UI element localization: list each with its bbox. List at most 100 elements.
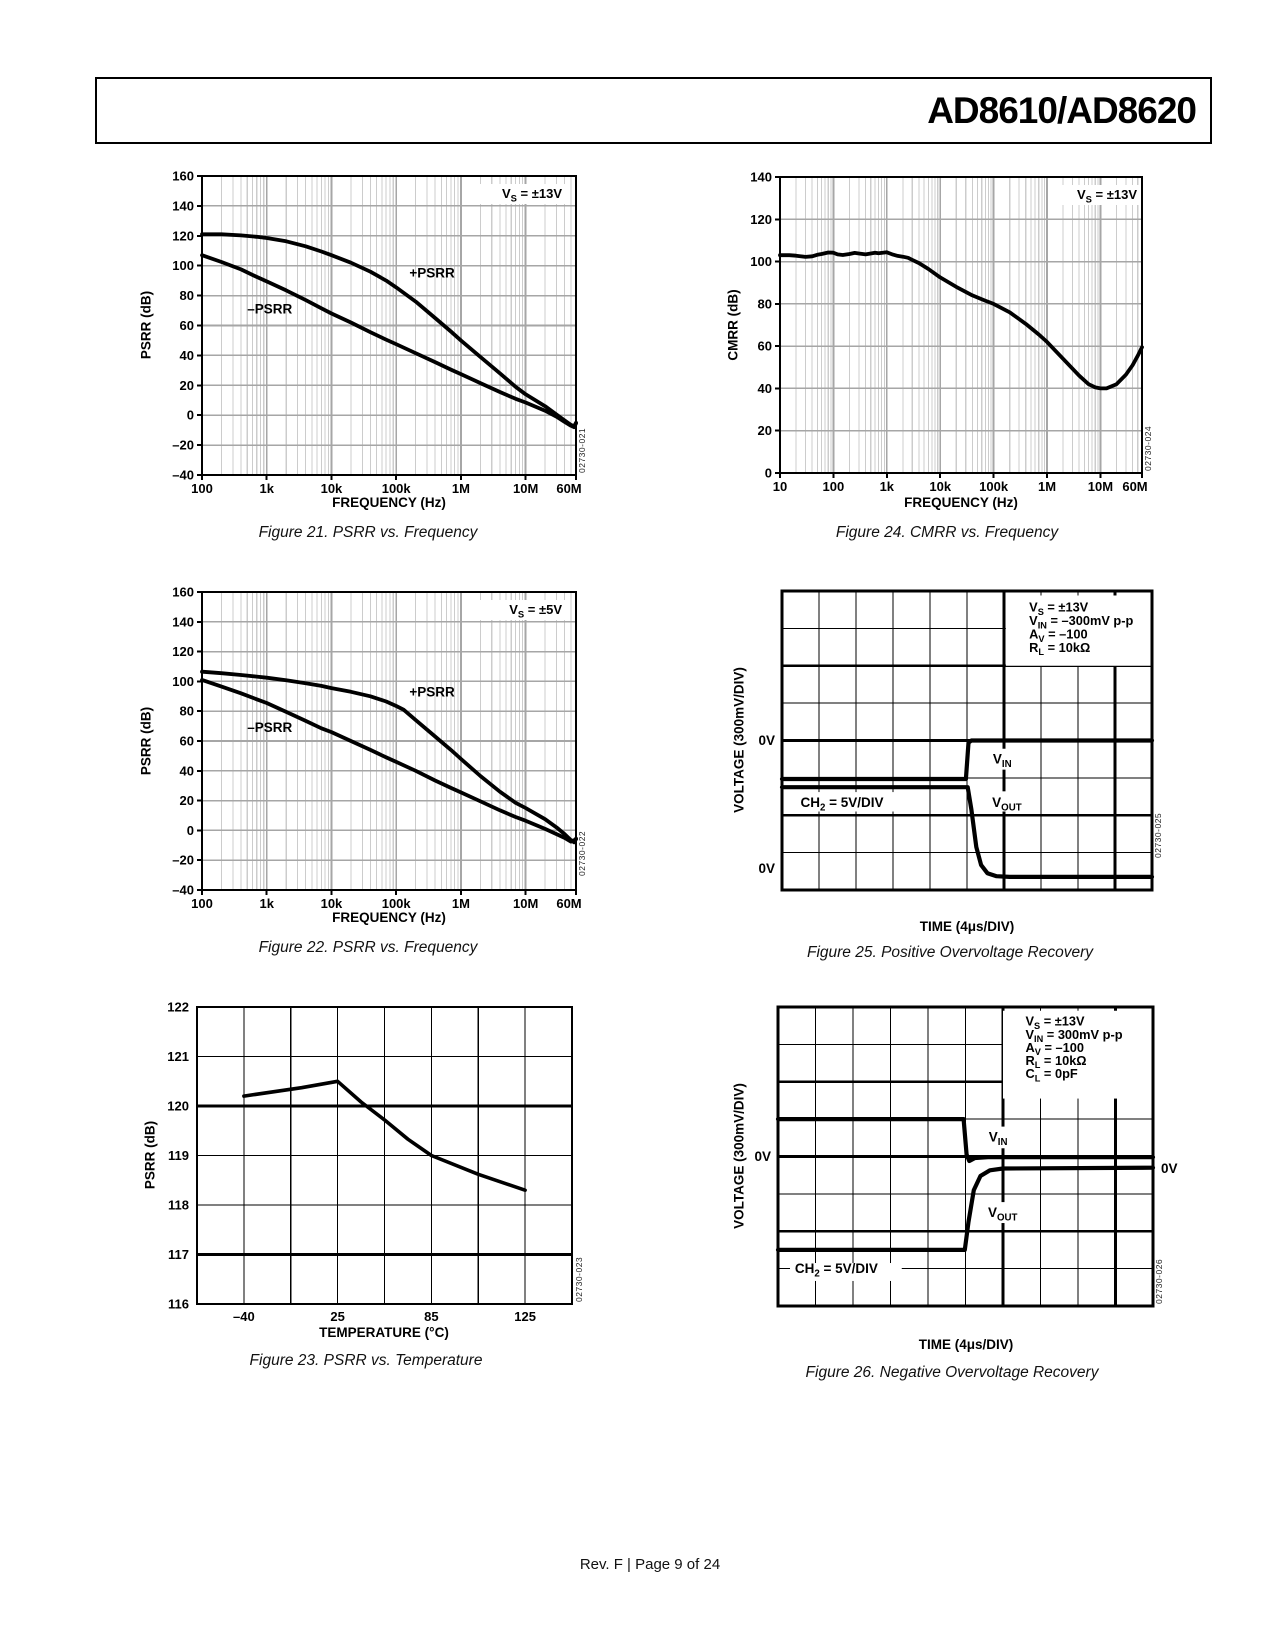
fig24-ylabel: CMRR (dB) [725,289,741,361]
fig22-ytick-label: 40 [180,763,194,778]
fig24-annotation-bg [1053,185,1145,205]
fig22-ytick-label: 0 [187,823,194,838]
fig26-zero-label: 0V [754,1149,771,1164]
fig22-ytick-label: 20 [180,793,194,808]
fig21-curve-+PSRR [200,232,578,429]
fig22-xtick-label: 1k [259,896,274,911]
fig26-trace-label: VOUT [988,1205,1018,1224]
fig23-curve-PSRR [242,1079,527,1192]
fig25-trace-label: VIN [993,752,1012,771]
fig23-ytick-label: 121 [167,1049,189,1064]
fig21-xtick-label: 1M [452,481,470,496]
fig25-watermark: 02730-025 [1153,813,1163,858]
fig26-annotation-line: VS = ±13V [1026,1014,1086,1031]
fig24-ytick-label: 60 [758,339,772,354]
fig24-xtick-label: 100k [979,479,1009,494]
fig22-ylabel: PSRR (dB) [138,706,154,776]
fig21-xtick-label: 100k [382,481,412,496]
fig23-watermark: 02730-023 [574,1257,584,1302]
fig21-caption: Figure 21. PSRR vs. Frequency [258,524,478,541]
fig21-xtick-label: 60M [556,481,581,496]
fig24-ytick-label: 80 [758,296,772,311]
fig25-trace-label-bg [796,792,906,812]
fig23-caption: Figure 23. PSRR vs. Temperature [249,1352,483,1369]
fig26-trace-VIN [775,1117,1156,1164]
fig21-curve-label: –PSRR [247,302,292,317]
fig22-xtick-label: 10k [321,896,343,911]
page-footer: Rev. F | Page 9 of 24 [579,1556,721,1573]
fig21-curve-label: +PSRR [409,266,455,281]
fig26-trace-label: VIN [989,1130,1008,1149]
fig26-caption: Figure 26. Negative Overvoltage Recovery [805,1364,1099,1381]
fig24-watermark: 02730-024 [1143,426,1153,471]
fig24-ytick-label: 140 [750,170,772,185]
fig24-xtick-label: 10M [1088,479,1113,494]
fig23-ytick-label: 117 [168,1247,189,1262]
fig21-xtick-label: 10M [513,481,538,496]
fig22-xtick-label: 60M [556,896,581,911]
fig22-ytick-label: 120 [172,644,194,659]
fig21-ytick-label: 80 [180,288,194,303]
fig26-ylabel: VOLTAGE (300mV/DIV) [731,1083,747,1229]
fig21-ytick-label: 0 [187,408,194,423]
fig26-watermark: 02730-026 [1154,1259,1164,1304]
fig24-annotation: VS = ±13V [1077,187,1137,204]
fig21-xtick-label: 10k [321,481,343,496]
fig24-xlabel: FREQUENCY (Hz) [904,495,1018,510]
fig23-xtick-label: 85 [424,1309,438,1324]
fig22-caption: Figure 22. PSRR vs. Frequency [258,939,478,956]
fig22-xtick-label: 100 [191,896,213,911]
fig21-ytick-label: –20 [172,438,194,453]
fig25-trace-label-bg [988,748,1019,770]
fig22-ytick-label: –20 [172,853,194,868]
fig22-curve-label: +PSRR [409,684,455,699]
fig21-xlabel: FREQUENCY (Hz) [332,495,446,510]
fig24-ytick-label: 0 [765,466,772,481]
fig24-ytick-label: 20 [758,423,772,438]
fig25-ylabel: VOLTAGE (300mV/DIV) [731,667,747,813]
fig24-xtick-label: 60M [1122,479,1147,494]
fig21-annotation: VS = ±13V [502,186,562,203]
fig25-caption: Figure 25. Positive Overvoltage Recovery [806,944,1094,961]
fig21-xtick-label: 1k [259,481,274,496]
fig22-annotation-bg [478,600,570,620]
fig24-ytick-label: 100 [750,254,772,269]
fig23-ytick-label: 120 [167,1099,189,1114]
fig21-ytick-label: –40 [172,468,194,483]
fig22-ytick-label: 100 [172,674,194,689]
fig24-plot-border [778,175,1144,475]
fig23-ytick-label: 122 [167,1000,189,1015]
fig23-ytick-label: 118 [168,1198,189,1213]
fig23-xtick-label: 125 [514,1309,536,1324]
fig25-trace-label-bg [987,791,1032,812]
fig25-zero-label: 0V [758,861,775,876]
fig22-xlabel: FREQUENCY (Hz) [332,910,446,925]
fig26-trace-label-bg [790,1263,902,1281]
fig22-annotation: VS = ±5V [509,602,562,619]
fig25-trace-VIN [779,738,1155,782]
fig21-ytick-label: 100 [172,258,194,273]
fig24-xtick-label: 1M [1038,479,1056,494]
fig26-xlabel: TIME (4μs/DIV) [918,1337,1014,1352]
fig26-annotation-line: VIN = 300mV p-p [1026,1027,1123,1044]
fig22-watermark: 02730-022 [577,831,587,876]
fig24-ytick-label: 120 [750,212,772,227]
fig21-ytick-label: 120 [172,228,194,243]
fig22-curve-–PSRR [200,678,578,844]
fig21-ytick-label: 60 [180,318,194,333]
fig24-xtick-label: 1k [880,479,895,494]
fig25-xlabel: TIME (4μs/DIV) [919,919,1015,934]
fig23-ytick-label: 119 [168,1148,189,1163]
fig26-annotation-line: AV = –100 [1026,1040,1084,1057]
fig25-annotation-bg [1005,595,1151,666]
fig22-xtick-label: 100k [382,896,412,911]
fig22-ytick-label: –40 [172,883,194,898]
fig21-watermark: 02730-021 [577,428,587,473]
fig21-ytick-label: 40 [180,348,194,363]
fig25-annotation-line: VS = ±13V [1029,600,1089,617]
fig25-trace-label: CH2 = 5V/DIV [801,795,884,814]
header-box: AD8610/AD8620 [95,77,1212,144]
fig21-annotation-bg [478,184,570,204]
